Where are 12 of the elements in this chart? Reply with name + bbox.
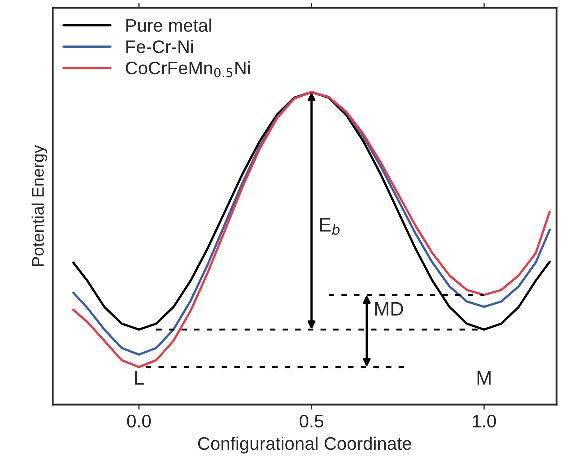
- x-tick-label: 0.0: [127, 415, 152, 428]
- annotation: E$_{b}$: [320, 218, 340, 236]
- annotation: M: [478, 371, 491, 385]
- x-axis-title: Configurational Coordinate: [198, 436, 412, 454]
- x-tick-label: 1.0: [473, 415, 496, 428]
- y-axis-title: Potential Energy: [32, 145, 48, 266]
- annotation: L: [135, 371, 144, 385]
- legend-label: Fe-Cr-Ni: [126, 40, 194, 54]
- legend-label: CoCrFeMn$_{0.5}$Ni: [126, 61, 250, 78]
- annotation: MD: [376, 302, 404, 316]
- legend-label: Pure metal: [126, 18, 212, 32]
- x-tick-label: 0.5: [300, 415, 324, 428]
